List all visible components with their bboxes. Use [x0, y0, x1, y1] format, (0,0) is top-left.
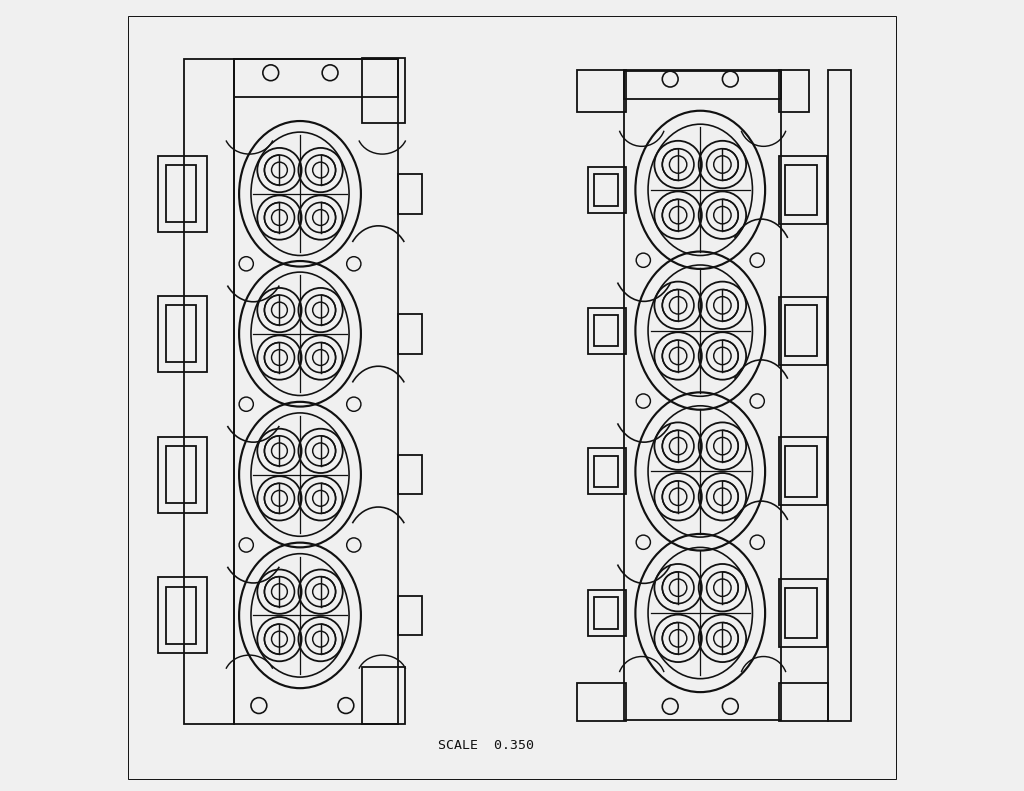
Bar	[779, 437, 826, 505]
Bar	[233, 59, 398, 97]
Bar	[779, 156, 826, 224]
Bar	[577, 70, 626, 112]
Bar	[784, 165, 816, 215]
Bar	[625, 71, 781, 720]
Bar	[784, 305, 816, 356]
Bar	[594, 174, 618, 206]
Bar	[779, 297, 826, 365]
Bar	[183, 59, 233, 724]
Bar	[784, 588, 816, 638]
Bar	[398, 174, 422, 214]
Bar	[625, 70, 781, 99]
Bar	[166, 305, 197, 362]
Bar	[594, 315, 618, 346]
Bar	[779, 579, 826, 647]
Bar	[784, 446, 816, 497]
Bar	[361, 58, 406, 123]
Bar	[166, 165, 197, 222]
Bar	[828, 70, 851, 721]
Bar	[398, 314, 422, 354]
Bar	[361, 667, 406, 724]
Bar	[398, 455, 422, 494]
Bar	[233, 59, 398, 724]
Bar	[166, 587, 197, 644]
Text: SCALE  0.350: SCALE 0.350	[438, 739, 534, 751]
Bar	[398, 596, 422, 635]
Bar	[166, 446, 197, 503]
Bar	[588, 308, 626, 354]
Bar	[159, 577, 208, 653]
Bar	[588, 590, 626, 636]
Bar	[577, 683, 626, 721]
Bar	[594, 597, 618, 629]
Bar	[594, 456, 618, 487]
Bar	[159, 437, 208, 513]
Bar	[588, 167, 626, 213]
Bar	[159, 156, 208, 232]
Bar	[588, 448, 626, 494]
Bar	[159, 296, 208, 372]
Bar	[779, 70, 809, 112]
Bar	[779, 683, 828, 721]
